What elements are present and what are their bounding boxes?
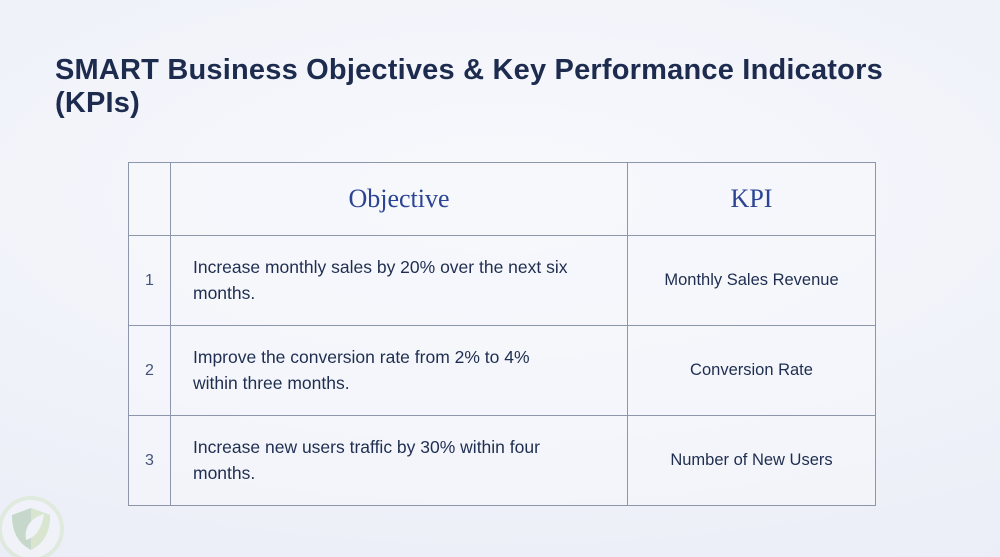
objective-cell: Increase new users traffic by 30% within… bbox=[170, 415, 628, 506]
objectives-kpi-table: Objective KPI 1 Increase monthly sales b… bbox=[128, 162, 876, 506]
header-index bbox=[128, 162, 171, 236]
table-row: 2 Improve the conversion rate from 2% to… bbox=[128, 325, 876, 416]
objective-cell: Increase monthly sales by 20% over the n… bbox=[170, 235, 628, 326]
objective-cell: Improve the conversion rate from 2% to 4… bbox=[170, 325, 628, 416]
row-number: 1 bbox=[128, 235, 171, 326]
kpi-cell: Monthly Sales Revenue bbox=[627, 235, 876, 326]
table-header-row: Objective KPI bbox=[128, 162, 876, 236]
watermark-logo: كفيل bbox=[0, 496, 74, 557]
page-title: SMART Business Objectives & Key Performa… bbox=[55, 54, 883, 119]
row-number: 3 bbox=[128, 415, 171, 506]
shield-leaf-logo-icon bbox=[0, 496, 64, 557]
row-number: 2 bbox=[128, 325, 171, 416]
kpi-cell: Conversion Rate bbox=[627, 325, 876, 416]
header-kpi: KPI bbox=[627, 162, 876, 236]
table-row: 1 Increase monthly sales by 20% over the… bbox=[128, 235, 876, 326]
header-objective: Objective bbox=[170, 162, 628, 236]
table-row: 3 Increase new users traffic by 30% with… bbox=[128, 415, 876, 506]
kpi-cell: Number of New Users bbox=[627, 415, 876, 506]
